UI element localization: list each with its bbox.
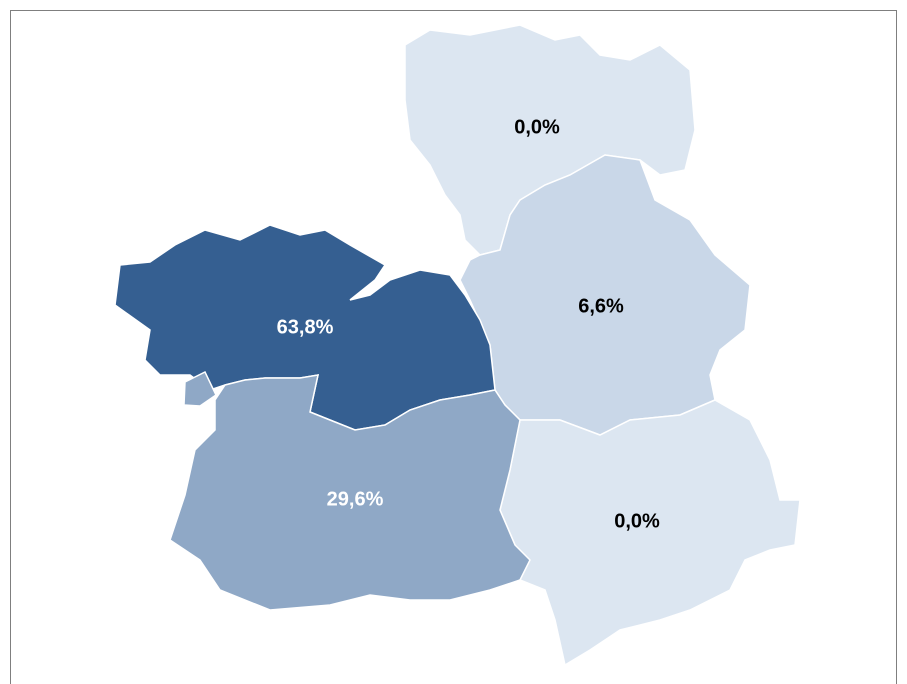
region-label: 6,6%: [578, 295, 624, 317]
region: [499, 399, 801, 667]
region-label: 63,8%: [277, 316, 334, 338]
region: [169, 374, 531, 611]
region-label: 29,6%: [327, 488, 384, 510]
region-label: 0,0%: [514, 116, 560, 138]
region-label: 0,0%: [614, 510, 660, 532]
region-enclave: [183, 370, 217, 407]
